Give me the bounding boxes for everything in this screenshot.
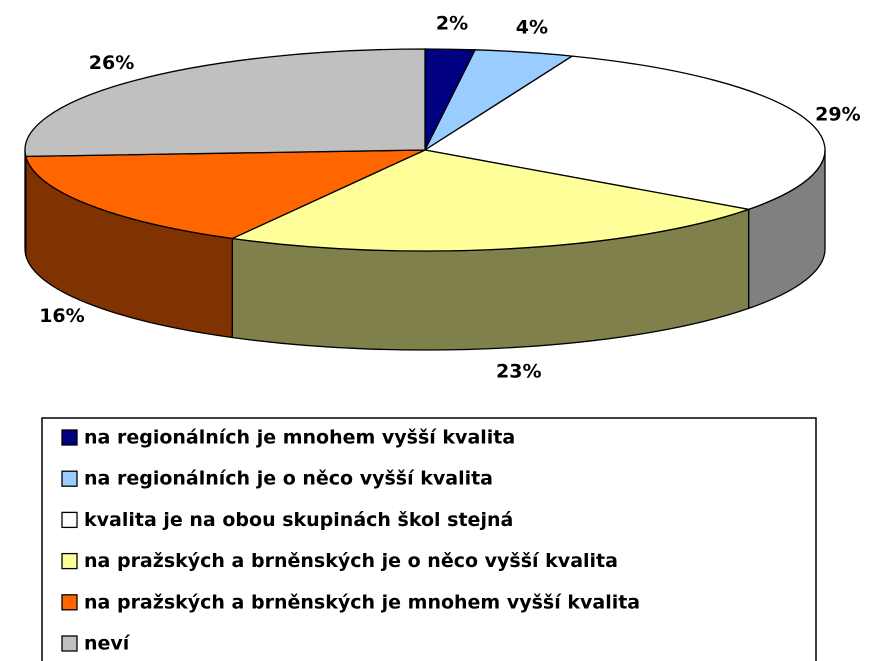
slice	[230, 149, 752, 252]
legend-label: na regionálních je mnohem vyšší kvalita	[84, 427, 515, 449]
legend-swatch	[61, 635, 78, 652]
slice	[24, 48, 426, 158]
legend-box	[41, 417, 817, 661]
data-label: 4%	[516, 16, 548, 38]
legend-label: na pražských a brněnských je mnohem vyšš…	[84, 591, 640, 613]
data-label: 23%	[496, 360, 541, 382]
data-label: 16%	[39, 305, 84, 327]
data-label: 2%	[436, 13, 468, 35]
slice	[24, 149, 426, 240]
legend-label: kvalita je na obou skupinách škol stejná	[84, 509, 513, 531]
legend-swatch	[61, 594, 78, 611]
slice	[423, 55, 826, 211]
legend-swatch	[61, 429, 78, 446]
legend-label: neví	[84, 633, 131, 655]
legend-swatch	[61, 470, 78, 487]
legend-swatch	[61, 552, 78, 570]
legend-label: na pražských a brněnských je o něco vyšš…	[84, 550, 618, 572]
data-label: 29%	[815, 103, 860, 125]
slice-side	[24, 149, 27, 256]
legend-label: na regionálních je o něco vyšší kvalita	[84, 468, 493, 490]
legend-swatch	[61, 511, 78, 529]
data-label: 26%	[89, 52, 134, 74]
